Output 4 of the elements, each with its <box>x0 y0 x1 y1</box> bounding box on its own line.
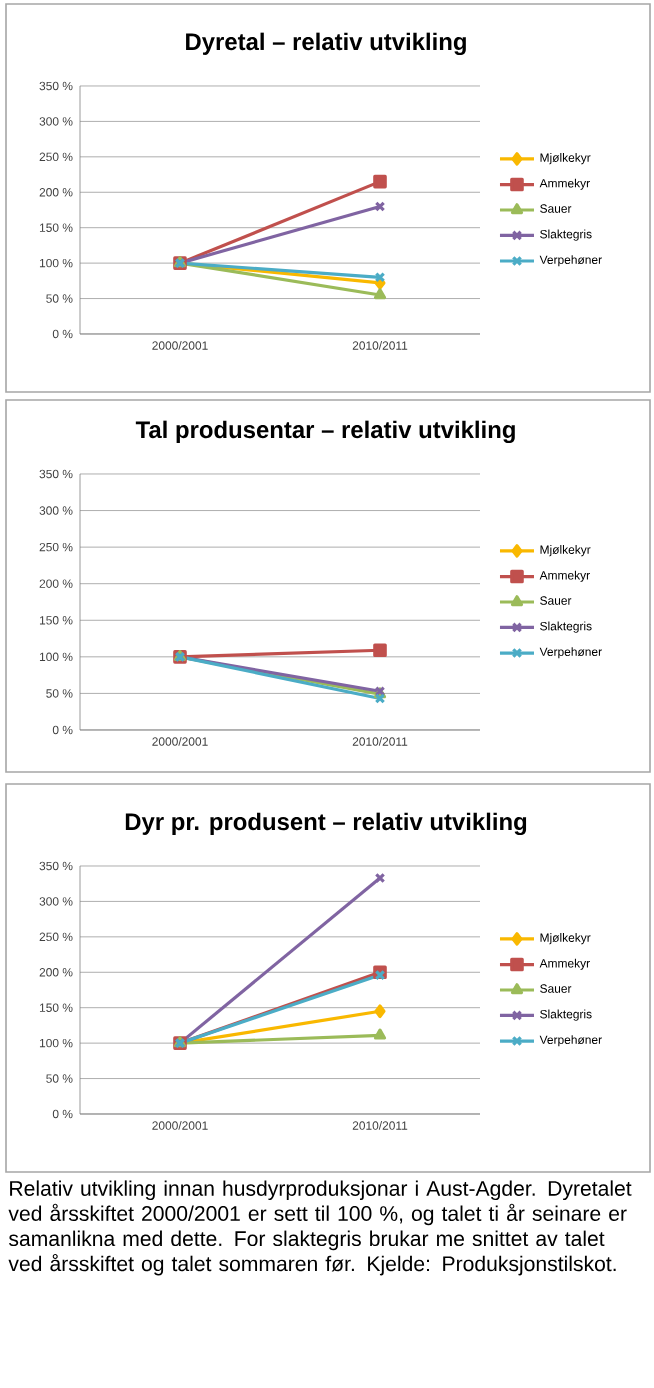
chart-title: Dyr pr. produsent – relativ utvikling <box>125 812 527 836</box>
chart-title: Tal produsentar – relativ utvikling <box>135 420 515 444</box>
chart-title: Dyretal – relativ utvikling <box>186 32 466 56</box>
text: Relativ utvikling innan husdyrproduksjonar i Aust-Agder. Dyretalet ved årsskiftet 2000/2001 er sett til 100 %, og talet ti år seinare er samanlikna med dette. For slaktegris brukar me snittet av talet ved årsskiftet og talet sommaren før. Kjelde: Produksjonstilskot. <box>8 1180 632 1276</box>
